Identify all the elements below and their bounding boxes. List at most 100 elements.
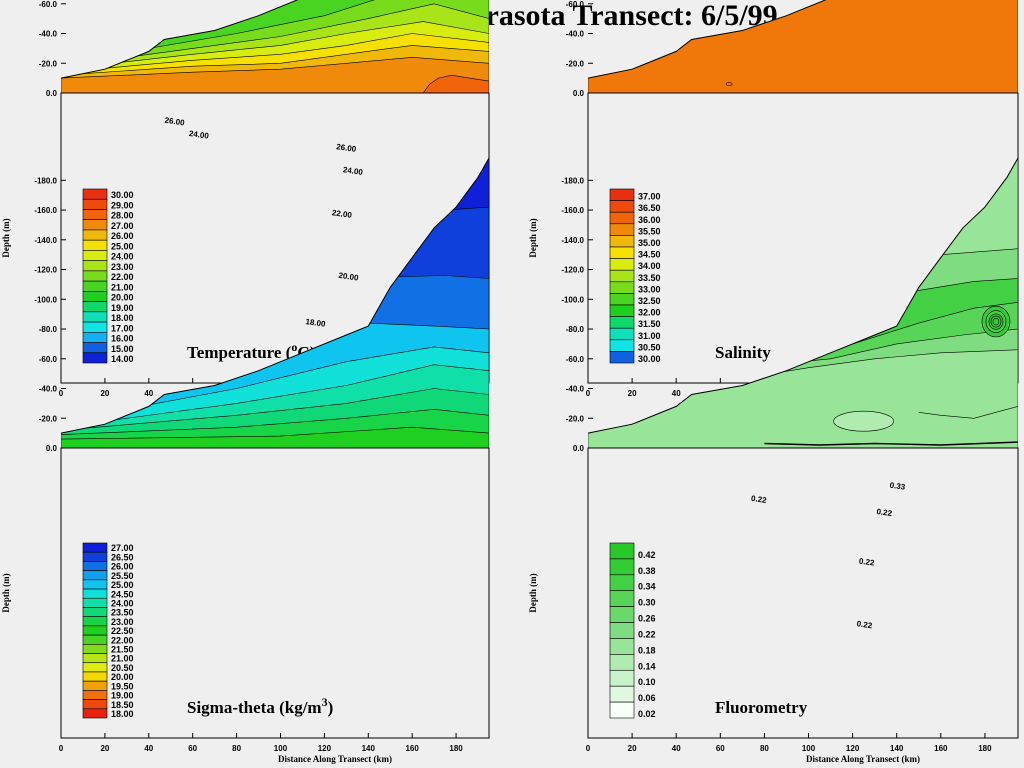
x-axis-label: Distance Along Transect (km) — [278, 754, 392, 764]
contour-label: 20.00 — [338, 271, 360, 283]
bathymetry-line — [60, 157, 490, 434]
legend-swatch — [609, 339, 635, 352]
y-tick-label: -40.0 — [39, 30, 58, 39]
legend-swatch — [609, 590, 635, 607]
legend-swatch — [82, 588, 108, 599]
x-tick-label: 140 — [890, 744, 904, 753]
panel-4: 0 20 40 60 80 100 120 140 160 180 0.0 -20.0 -40.0 -60… — [528, 157, 1019, 764]
legend-label: 34.00 — [638, 261, 661, 271]
legend-swatch — [82, 680, 108, 691]
legend-swatch — [82, 250, 108, 261]
y-tick-label: -160.0 — [34, 206, 57, 215]
legend-swatch — [82, 644, 108, 654]
bathymetry-line — [60, 0, 299, 79]
legend-swatch — [609, 558, 635, 576]
water-section — [61, 0, 489, 93]
x-tick-label: 140 — [362, 744, 376, 753]
y-tick-label: -160.0 — [561, 206, 584, 215]
y-tick-label: -60.0 — [39, 0, 58, 9]
legend-swatch — [82, 321, 108, 333]
panel-title: Sigma-theta (kg/m3) — [187, 695, 333, 717]
legend-label: 0.18 — [638, 645, 656, 655]
legend-swatch — [609, 701, 635, 719]
x-tick-label: 60 — [188, 744, 197, 753]
title-part: Temperature ( — [187, 343, 292, 362]
legend-swatch — [82, 229, 108, 241]
legend-swatch — [609, 281, 635, 294]
title-part: ) — [328, 698, 334, 717]
y-tick-label: -20.0 — [566, 59, 585, 68]
legend-swatch — [82, 331, 108, 343]
legend-swatch — [82, 690, 108, 700]
legend-label: 24.00 — [111, 598, 134, 608]
x-tick-label: 160 — [934, 744, 948, 753]
x-tick-label: 40 — [144, 389, 153, 398]
bathymetry-line — [587, 0, 827, 79]
legend-label: 26.00 — [111, 562, 134, 572]
y-tick-label: -60.0 — [39, 355, 58, 364]
water-section — [588, 0, 1018, 93]
legend-label: 35.50 — [638, 226, 661, 236]
legend-swatch — [82, 219, 108, 231]
legend-label: 23.50 — [111, 608, 134, 618]
axes-frame — [60, 447, 490, 739]
legend-swatch — [82, 671, 108, 682]
legend-label: 27.00 — [111, 221, 134, 231]
y-tick-label: 0.0 — [46, 444, 58, 453]
legend-label: 20.00 — [111, 672, 134, 682]
legend-swatch — [82, 352, 108, 364]
legend-label: 20.50 — [111, 663, 134, 673]
legend-label: 0.42 — [638, 550, 656, 560]
x-tick-label: 20 — [100, 744, 109, 753]
contour-label: 22.00 — [331, 208, 353, 220]
x-tick-label: 120 — [318, 744, 332, 753]
x-tick-label: 120 — [846, 744, 860, 753]
legend-swatch — [609, 246, 635, 259]
legend-swatch — [82, 625, 108, 636]
panel-title: Fluorometry — [715, 698, 808, 717]
low-fluor-patch — [833, 410, 894, 432]
legend-label: 30.50 — [638, 342, 661, 352]
legend-swatch — [609, 574, 635, 592]
title-part: Sigma-theta (kg/m — [187, 698, 322, 717]
x-tick-label: 0 — [59, 389, 64, 398]
legend-label: 33.00 — [638, 284, 661, 294]
legend-label: 15.00 — [111, 344, 134, 354]
legend-swatch — [609, 669, 635, 687]
x-tick-label: 80 — [760, 744, 769, 753]
legend-label: 37.00 — [638, 192, 661, 202]
contour-band — [61, 0, 489, 64]
y-tick-label: -80.0 — [39, 325, 58, 334]
legend-swatch — [609, 269, 635, 283]
legend-label: 18.00 — [111, 313, 134, 323]
legend-label: 0.10 — [638, 677, 656, 687]
legend-label: 24.50 — [111, 589, 134, 599]
legend-label: 14.00 — [111, 354, 134, 364]
legend-swatch — [82, 280, 108, 292]
legend-label: 30.00 — [111, 190, 134, 200]
y-tick-label: 0.0 — [573, 89, 585, 98]
legend-swatch — [609, 293, 635, 306]
legend-label: 36.00 — [638, 215, 661, 225]
legend-swatch — [82, 342, 108, 354]
legend-swatch — [82, 597, 108, 608]
legend-label: 24.00 — [111, 252, 134, 262]
y-tick-label: -60.0 — [566, 0, 585, 9]
contour-label: 0.22 — [858, 557, 875, 568]
x-tick-label: 180 — [978, 744, 992, 753]
y-tick-label: 0.0 — [573, 444, 585, 453]
x-tick-label: 80 — [232, 744, 241, 753]
legend-swatch — [609, 188, 635, 201]
panel-3: 0 20 40 60 80 100 120 140 160 180 0.0 -20.0 -40.0 -60… — [1, 157, 490, 764]
legend-swatch — [82, 209, 108, 221]
contour-label: 18.00 — [305, 317, 327, 329]
legend-label: 34.50 — [638, 250, 661, 260]
legend-label: 19.00 — [111, 303, 134, 313]
y-tick-label: -60.0 — [566, 355, 585, 364]
y-tick-label: -120.0 — [561, 266, 584, 275]
legend-label: 27.00 — [111, 543, 134, 553]
legend-swatch — [82, 551, 108, 562]
legend-swatch — [82, 607, 108, 617]
